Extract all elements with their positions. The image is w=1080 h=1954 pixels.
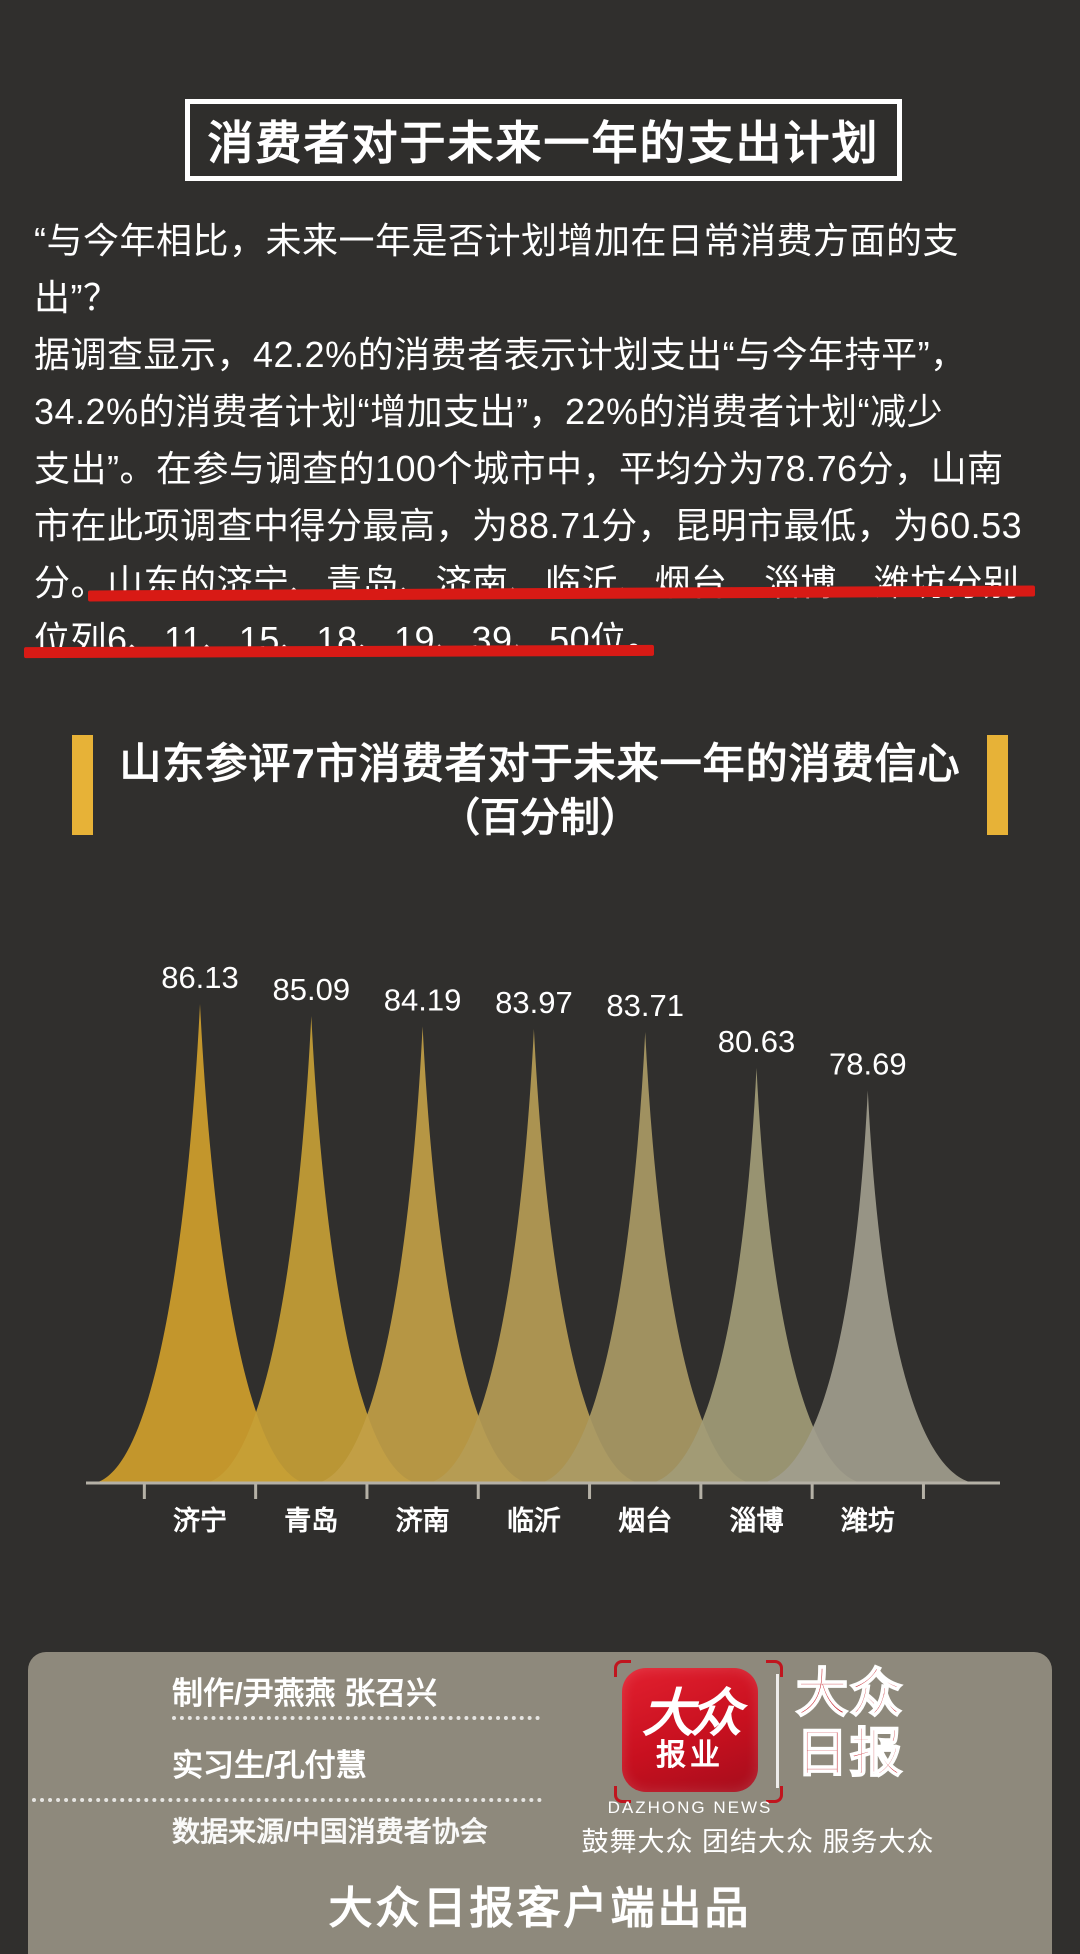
badge-corner-mark: [614, 1786, 631, 1803]
badge-top-text: 大众: [641, 1685, 742, 1743]
page-title: 消费者对于未来一年的支出计划: [207, 117, 880, 169]
spike-chart: 86.13 济宁 85.09 青岛 84.19 济南 83.97 临沂 83.71 烟台 80.63…: [86, 960, 1000, 1536]
chart-spike: [95, 1003, 305, 1483]
chart-spike: [651, 1067, 862, 1483]
chart-spike: [540, 1032, 751, 1483]
chart-value-label: 80.63: [718, 1024, 796, 1059]
chart-city-label: 潍坊: [841, 1506, 895, 1536]
credit-makers: 制作/尹燕燕 张召兴: [172, 1676, 438, 1711]
chart-subtitle: （百分制）: [440, 796, 640, 840]
slogan: 鼓舞大众 团结大众 服务大众: [581, 1827, 935, 1857]
paragraph-line: 据调查显示，42.2%的消费者表示计划支出“与今年持平”，: [34, 334, 967, 375]
badge-corner-mark: [614, 1660, 631, 1677]
chart-spike: [317, 1026, 528, 1483]
badge-caption: DAZHONG NEWS: [607, 1798, 773, 1817]
paragraph-line: 市在此项调查中得分最高，为88.71分，昆明市最低，为60.53: [34, 505, 1023, 546]
chart-value-label: 86.13: [161, 960, 239, 995]
chart-city-label: 济宁: [173, 1505, 227, 1536]
badge-corner-mark: [766, 1786, 783, 1803]
dazhong-news-logo: 大众 报业: [622, 1668, 758, 1792]
chart-title-block: 山东参评7市消费者对于未来一年的消费信心 （百分制）: [0, 736, 1080, 844]
footer-panel: 制作/尹燕燕 张召兴 实习生/孔付慧 数据来源/中国消费者协会 大众 报业 DA…: [28, 1652, 1052, 1954]
paragraph-line: 34.2%的消费者计划“增加支出”，22%的消费者计划“减少: [34, 391, 944, 432]
chart-city-label: 济南: [396, 1506, 450, 1536]
paragraph-line: 出”？: [34, 277, 120, 318]
chart-value-label: 83.71: [606, 988, 684, 1023]
chart-spike: [762, 1090, 973, 1483]
paper-name-line2: 日报: [795, 1724, 905, 1784]
paragraph-line: 分。山东的济宁、青岛、济南、临沂、烟台、淄博、潍坊分别: [34, 562, 1020, 603]
paragraph-line: 位列6、11、15、18、19、39、50位。: [34, 619, 664, 660]
chart-value-label: 83.97: [495, 985, 573, 1020]
chart-city-label: 青岛: [284, 1505, 338, 1536]
chart-spike: [428, 1028, 639, 1483]
chart-city-label: 淄博: [730, 1505, 784, 1536]
accent-bar-left: [72, 735, 93, 835]
dotted-divider: [172, 1716, 540, 1720]
chart-city-label: 烟台: [618, 1505, 672, 1536]
logo-divider: [776, 1674, 779, 1788]
paper-name: 大众 日报: [795, 1664, 905, 1784]
credit-data-source: 数据来源/中国消费者协会: [172, 1816, 488, 1847]
chart-value-label: 78.69: [829, 1047, 907, 1082]
chart-value-label: 85.09: [273, 972, 351, 1007]
red-underline: [23, 644, 655, 659]
dotted-divider: [32, 1798, 542, 1802]
chart-city-label: 临沂: [507, 1505, 561, 1536]
badge-bottom-text: 报业: [656, 1739, 724, 1772]
paper-name-line1: 大众: [795, 1664, 905, 1724]
produced-by: 大众日报客户端出品: [328, 1884, 752, 1933]
paragraph-line: 支出”。在参与调查的100个城市中，平均分为78.76分，山南: [34, 448, 1004, 489]
paragraph-line: “与今年相比，未来一年是否计划增加在日常消费方面的支: [34, 220, 959, 261]
credit-intern: 实习生/孔付慧: [172, 1748, 367, 1783]
chart-spike: [206, 1015, 417, 1483]
accent-bar-right: [987, 735, 1008, 835]
chart-title: 山东参评7市消费者对于未来一年的消费信心: [119, 740, 961, 787]
badge-corner-mark: [766, 1660, 783, 1677]
chart-value-label: 84.19: [384, 982, 462, 1017]
title-banner: 消费者对于未来一年的支出计划: [185, 99, 902, 181]
